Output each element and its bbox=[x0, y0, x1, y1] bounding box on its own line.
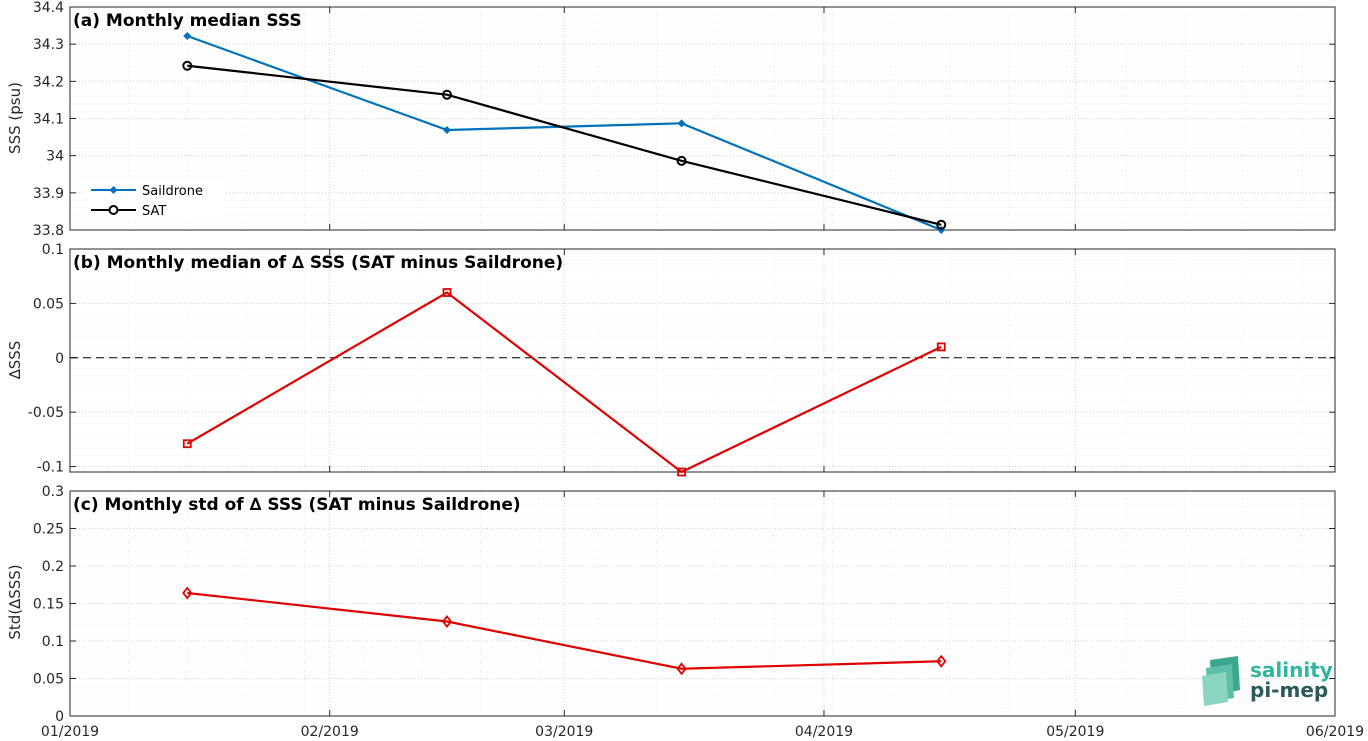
delta-sss-series-point bbox=[676, 662, 687, 676]
y-tick-label: 0.05 bbox=[33, 672, 64, 688]
logo-text-salinity: salinity bbox=[1250, 658, 1333, 682]
panel-b: -0.1 -0.05 0 0.05 0.1 bbox=[28, 242, 1336, 477]
minor-grid bbox=[70, 7, 1335, 230]
y-tick-label: 34 bbox=[46, 149, 64, 165]
y-tick-label: 0 bbox=[55, 351, 64, 367]
panel-b-title: (b) Monthly median of ∆ SSS (SAT minus S… bbox=[73, 253, 563, 273]
axes-box bbox=[69, 248, 1336, 473]
y-tick-label: 34.2 bbox=[33, 74, 64, 90]
y-tick-label: 33.8 bbox=[33, 223, 64, 239]
panel-a-ylabel: SSS (psu) bbox=[6, 82, 24, 154]
y-tick-label: 0.05 bbox=[33, 296, 64, 312]
delta-sss-series-point bbox=[677, 467, 686, 477]
x-tick-label: 04/2019 bbox=[795, 724, 853, 740]
x-tick-label: 03/2019 bbox=[535, 724, 593, 740]
saildrone-series-point bbox=[677, 119, 686, 128]
minor-grid bbox=[70, 249, 1335, 472]
legend-marker-circle bbox=[108, 205, 119, 215]
sat-series-point bbox=[441, 89, 452, 100]
legend-label-sat: SAT bbox=[142, 204, 166, 219]
y-tick-label: 0 bbox=[55, 709, 64, 725]
panel-b-ylabel: ∆SSS bbox=[6, 341, 24, 381]
legend-label-saildrone: Saildrone bbox=[142, 184, 203, 199]
x-tick-label: 02/2019 bbox=[301, 724, 359, 740]
panel-a: 33.8 33.9 34 34.1 34.2 34.3 34.4 bbox=[33, 0, 1336, 239]
delta-sss-series-point bbox=[182, 439, 192, 449]
panel-c: 0 0.05 0.1 0.15 0.2 0.25 0.3 01/2019 02/2019 03/2… bbox=[33, 484, 1364, 740]
y-tick-label: 0.2 bbox=[42, 559, 64, 575]
sat-series-point bbox=[676, 155, 687, 166]
delta-sss-series-line bbox=[186, 291, 942, 474]
panel-c-ylabel: Std(∆SSS) bbox=[6, 564, 24, 639]
delta-sss-series-point bbox=[936, 342, 946, 352]
y-tick-label: 0.25 bbox=[33, 522, 64, 538]
panel-c-title: (c) Monthly std of ∆ SSS (SAT minus Sail… bbox=[73, 495, 521, 515]
y-tick-label: 0.3 bbox=[42, 484, 64, 500]
y-tick-label: -0.05 bbox=[28, 405, 64, 421]
y-tick-label: 34.4 bbox=[33, 0, 64, 16]
salinity-pi-mep-logo: salinity pi-mep bbox=[1202, 656, 1333, 706]
x-tick-label: 06/2019 bbox=[1306, 724, 1364, 740]
legend-marker-diamond bbox=[109, 186, 118, 194]
y-tick-label: 34.3 bbox=[33, 37, 64, 53]
legend: Saildrone SAT bbox=[84, 178, 224, 220]
delta-sss-series-line bbox=[187, 591, 942, 670]
y-tick-label: 33.9 bbox=[33, 186, 64, 202]
sat-series-point bbox=[936, 219, 947, 230]
y-tick-label: 0.15 bbox=[33, 597, 64, 613]
saildrone-series-point bbox=[183, 31, 192, 40]
sat-series-line bbox=[187, 64, 942, 226]
legend-entry-saildrone: Saildrone bbox=[91, 184, 203, 199]
plot-area bbox=[70, 249, 1335, 472]
y-tick-label: 0.1 bbox=[42, 242, 64, 258]
sat-series-point bbox=[182, 60, 193, 71]
delta-sss-series-point bbox=[936, 654, 947, 668]
logo-text-pi-mep: pi-mep bbox=[1250, 678, 1328, 702]
saildrone-series-point bbox=[442, 126, 451, 135]
delta-sss-series-point bbox=[441, 615, 453, 628]
y-tick-label: -0.1 bbox=[37, 460, 64, 476]
wave-logo-icon bbox=[1202, 656, 1240, 706]
delta-sss-series-point bbox=[442, 288, 452, 297]
legend-entry-sat: SAT bbox=[91, 204, 166, 219]
panel-a-title: (a) Monthly median SSS bbox=[73, 11, 302, 31]
y-tick-label: 34.1 bbox=[33, 112, 64, 128]
delta-sss-series-point bbox=[182, 586, 193, 600]
x-tick-label: 05/2019 bbox=[1046, 724, 1104, 740]
y-tick-label: 0.1 bbox=[42, 634, 64, 650]
x-tick-label: 01/2019 bbox=[41, 724, 99, 740]
